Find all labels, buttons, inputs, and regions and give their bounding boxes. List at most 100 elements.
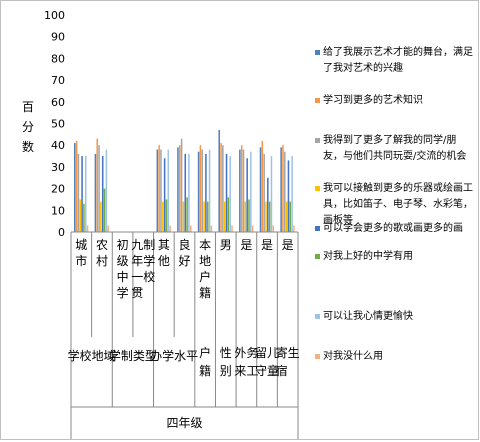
y-tick-label: 30	[51, 161, 65, 174]
legend-label: 学习到更多的艺术知识	[323, 95, 423, 106]
y-tick-label: 50	[51, 118, 65, 131]
category-bin-label: 学校地域	[68, 348, 116, 363]
bar	[222, 145, 224, 232]
bar	[218, 130, 220, 232]
bar	[265, 201, 267, 232]
bar	[201, 149, 204, 232]
bar	[291, 156, 293, 232]
y-tick-label: 70	[51, 74, 65, 87]
y-tick-label: 80	[51, 52, 65, 65]
category-bin-label: 生	[288, 346, 300, 360]
bar	[163, 158, 166, 232]
bar	[83, 203, 85, 232]
bar	[186, 197, 188, 232]
bar	[75, 140, 78, 232]
bar	[105, 149, 108, 232]
bar	[270, 156, 273, 232]
category-label: 初级中学	[117, 238, 129, 300]
y-tick-label: 10	[51, 204, 65, 217]
bar	[208, 149, 211, 232]
bar	[158, 145, 160, 232]
y-tick-label: 100	[44, 9, 65, 22]
y-tick-label: 90	[51, 31, 65, 44]
bar	[231, 225, 233, 232]
category-bin-label: 办学水平	[150, 348, 198, 363]
bar	[165, 199, 168, 232]
category-label: 其他	[158, 238, 170, 268]
bar	[184, 153, 187, 232]
category-label: 九年一贯	[131, 238, 143, 300]
bar	[107, 225, 109, 232]
bar	[268, 201, 271, 232]
category-bin-label: 留守	[255, 346, 267, 378]
legend-item: 我得到了更多了解我的同学/朋友，与他们共同玩耍/交流的机会	[315, 133, 475, 165]
bar	[94, 153, 97, 232]
category-label: 农村	[96, 238, 108, 268]
bar	[293, 225, 295, 232]
legend-item: 学习到更多的艺术知识	[315, 93, 475, 109]
y-axis-label: 百分数	[19, 97, 37, 157]
bar	[160, 149, 162, 232]
category-bin-label: 儿童	[267, 346, 279, 378]
bar	[84, 156, 87, 232]
bar	[261, 140, 264, 232]
category-label: 城市	[75, 238, 87, 268]
bar	[250, 151, 252, 232]
category-bin-label: 务工	[246, 345, 258, 378]
legend-label: 对我上好的中学有用	[323, 251, 413, 262]
bar	[284, 151, 286, 232]
legend-item: 可以让我心情更愉快	[315, 309, 475, 325]
bar	[162, 201, 164, 232]
legend-label: 给了我展示艺术才能的舞台，满足了我对艺术的兴趣	[323, 47, 473, 74]
y-tick-label: 40	[51, 139, 65, 152]
y-tick-label: 0	[58, 226, 65, 239]
category-label: 男	[220, 238, 232, 252]
legend-swatch	[315, 98, 320, 103]
bar	[248, 199, 250, 232]
bar	[287, 160, 290, 232]
bar	[246, 158, 248, 232]
bar	[101, 156, 104, 232]
legend-swatch	[315, 226, 320, 231]
bar	[182, 201, 185, 232]
y-tick-label: 60	[51, 96, 65, 109]
bar	[206, 201, 209, 232]
bar	[179, 145, 181, 232]
legend-swatch	[315, 138, 320, 143]
bar	[242, 149, 245, 232]
bar	[167, 149, 170, 232]
legend-label: 可以学会更多的歌或画更多的画	[323, 223, 463, 234]
legend-swatch	[315, 186, 320, 191]
category-label: 本地户籍	[199, 238, 211, 300]
legend-label: 可以让我心情更愉快	[323, 311, 413, 322]
bar	[100, 201, 102, 232]
bar	[259, 147, 262, 232]
bar	[199, 145, 202, 232]
legend-item: 我可以接触到更多的乐器或绘画工具，比如笛子、电子琴、水彩笔，画板等	[315, 181, 475, 229]
bar	[188, 153, 190, 232]
bar	[98, 145, 100, 232]
bar	[86, 225, 89, 232]
bar	[169, 225, 171, 232]
bar	[225, 153, 228, 232]
bar	[189, 225, 192, 232]
legend-swatch	[315, 50, 320, 55]
bar	[251, 225, 254, 232]
legend-swatch	[315, 314, 320, 319]
bar	[280, 147, 282, 232]
bar	[244, 201, 247, 232]
bar	[77, 153, 80, 232]
bar	[96, 138, 98, 232]
y-axis-label-char: 百	[21, 100, 34, 114]
legend-swatch	[315, 354, 320, 359]
category-label: 是	[282, 238, 294, 252]
category-label: 是	[261, 238, 273, 252]
legend-label: 对我没什么用	[323, 351, 383, 362]
legend-item: 对我上好的中学有用	[315, 249, 475, 265]
bar	[177, 147, 179, 232]
bar	[285, 201, 288, 232]
y-axis-label-char: 数	[21, 140, 34, 154]
category-bin-label: 户籍	[199, 345, 211, 378]
